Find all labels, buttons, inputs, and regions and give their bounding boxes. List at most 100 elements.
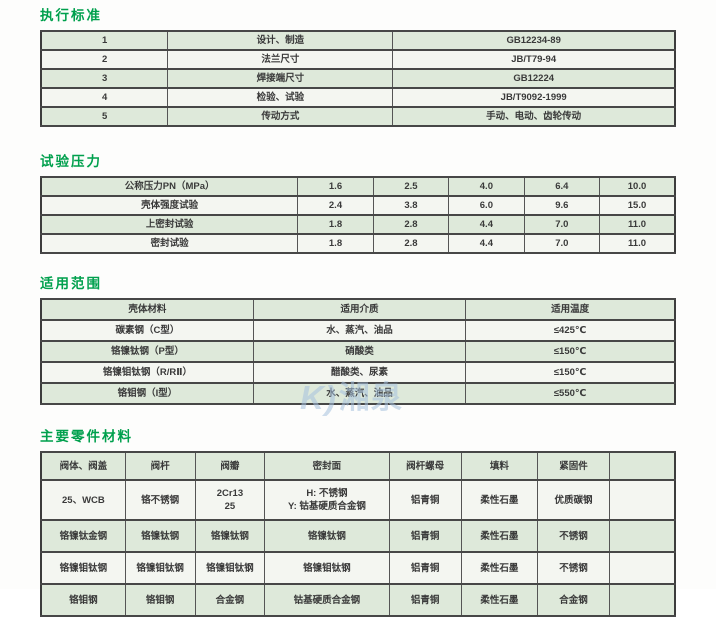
table-cell: GB12234-89 <box>392 30 676 51</box>
table-row: 铬镍钼钛钢 铬镍钼钛钢 铬镍钼钛钢 铬镍钼钛钢 铝青铜 柔性石墨 不锈钢 <box>40 551 676 585</box>
table-cell: 公称压力PN（MPa） <box>40 176 299 197</box>
table-cell: 碳素钢（C型） <box>40 319 254 342</box>
table-row: 碳素钢（C型） 水、蒸汽、油品 ≤425℃ <box>40 319 676 342</box>
table-cell: 铬镍钛金钢 <box>40 519 126 553</box>
table-cell: 铬镍钼钛钢（R/RⅡ） <box>40 361 254 384</box>
table-cell: 水、蒸汽、油品 <box>252 319 467 342</box>
table-cell: 11.0 <box>599 214 676 235</box>
table-cell: 4.4 <box>448 214 525 235</box>
table-cell: 传动方式 <box>167 106 394 127</box>
table-cell: 10.0 <box>599 176 676 197</box>
table-cell: 上密封试验 <box>40 214 299 235</box>
table-header-row: 阀体、阀盖 阀杆 阀瓣 密封面 阀杆螺母 填料 紧固件 <box>40 451 676 481</box>
table-cell: 1.8 <box>297 233 374 254</box>
table-cell: 铬镍钛钢（P型） <box>40 340 254 363</box>
table-cell <box>609 519 676 553</box>
test-pressure-table: 公称压力PN（MPa） 1.6 2.5 4.0 6.4 10.0 壳体强度试验 2.4 3.8 6… <box>40 176 676 254</box>
table-row: 密封试验 1.8 2.8 4.4 7.0 11.0 <box>40 233 676 254</box>
column-header: 阀体、阀盖 <box>40 451 126 481</box>
table-cell: 密封试验 <box>40 233 299 254</box>
table-cell: 3.8 <box>372 195 450 216</box>
table-cell: 铬镍钼钛钢 <box>264 551 390 585</box>
table-cell: 1.6 <box>297 176 374 197</box>
table-row: 3 焊接端尺寸 GB12224 <box>40 68 676 89</box>
table-cell: JB/T9092-1999 <box>392 87 676 108</box>
parts-material-table: 阀体、阀盖 阀杆 阀瓣 密封面 阀杆螺母 填料 紧固件 25、WCB 铬不锈钢 2Cr13 25 H… <box>40 451 676 617</box>
table-cell: 2.5 <box>372 176 450 197</box>
table-cell: 设计、制造 <box>167 30 394 51</box>
table-cell: GB12224 <box>392 68 676 89</box>
table-row: 铬钼钢（I型） 水、蒸汽、油品 ≤550℃ <box>40 382 676 405</box>
table-cell: 2Cr13 25 <box>194 479 266 521</box>
column-header: 填料 <box>460 451 538 481</box>
table-cell: 2.8 <box>372 233 450 254</box>
column-header: 壳体材料 <box>40 298 254 321</box>
table-cell: 法兰尺寸 <box>167 49 394 70</box>
table-row: 壳体强度试验 2.4 3.8 6.0 9.6 15.0 <box>40 195 676 216</box>
table-cell: JB/T79-94 <box>392 49 676 70</box>
table-cell <box>609 551 676 585</box>
section-title-application-range: 适用范围 <box>40 276 102 291</box>
table-cell: 柔性石墨 <box>460 479 538 521</box>
table-cell: 2 <box>40 49 169 70</box>
column-header <box>609 451 676 481</box>
table-cell: 铝青铜 <box>388 519 462 553</box>
table-cell: 6.4 <box>523 176 601 197</box>
section-title-standards: 执行标准 <box>40 8 102 23</box>
table-row: 25、WCB 铬不锈钢 2Cr13 25 H: 不锈钢 Y: 钴基硬质合金钢 铝青铜 柔性… <box>40 479 676 521</box>
table-cell: 壳体强度试验 <box>40 195 299 216</box>
table-cell: 铬不锈钢 <box>124 479 196 521</box>
table-cell: ≤550℃ <box>465 382 676 405</box>
table-cell: 铬镍钼钛钢 <box>40 551 126 585</box>
table-cell: H: 不锈钢 Y: 钴基硬质合金钢 <box>264 479 390 521</box>
table-cell: 柔性石墨 <box>460 519 538 553</box>
table-cell: 6.0 <box>448 195 525 216</box>
table-cell: 25、WCB <box>40 479 126 521</box>
table-row: 2 法兰尺寸 JB/T79-94 <box>40 49 676 70</box>
table-cell: 4.0 <box>448 176 525 197</box>
table-row: 上密封试验 1.8 2.8 4.4 7.0 11.0 <box>40 214 676 235</box>
column-header: 阀杆 <box>124 451 196 481</box>
table-header-row: 壳体材料 适用介质 适用温度 <box>40 298 676 321</box>
table-cell: 硝酸类 <box>252 340 467 363</box>
table-cell: 7.0 <box>523 233 601 254</box>
column-header: 适用介质 <box>252 298 467 321</box>
table-cell: 4.4 <box>448 233 525 254</box>
column-header: 适用温度 <box>465 298 676 321</box>
table-row: 公称压力PN（MPa） 1.6 2.5 4.0 6.4 10.0 <box>40 176 676 197</box>
table-row: 铬镍钛钢（P型） 硝酸类 ≤150℃ <box>40 340 676 363</box>
column-header: 阀杆螺母 <box>388 451 462 481</box>
standards-table: 1 设计、制造 GB12234-89 2 法兰尺寸 JB/T79-94 3 焊接端尺寸 GB12… <box>40 30 676 127</box>
table-cell: 铬钼钢（I型） <box>40 382 254 405</box>
table-cell: 检验、试验 <box>167 87 394 108</box>
table-cell: 不锈钢 <box>536 551 611 585</box>
table-cell: 柔性石墨 <box>460 551 538 585</box>
table-cell: ≤150℃ <box>465 340 676 363</box>
table-row: 铬镍钛金钢 铬镍钛钢 铬镍钛钢 铬镍钛钢 铝青铜 柔性石墨 不锈钢 <box>40 519 676 553</box>
column-header: 阀瓣 <box>194 451 266 481</box>
table-cell: 铬镍钼钛钢 <box>124 551 196 585</box>
table-cell: 醋酸类、尿素 <box>252 361 467 384</box>
page-content: 执行标准 1 设计、制造 GB12234-89 2 法兰尺寸 JB/T79-94 3 焊接端尺… <box>40 0 676 617</box>
table-cell: 铬镍钛钢 <box>194 519 266 553</box>
table-cell: 铬镍钛钢 <box>264 519 390 553</box>
table-cell: 2.4 <box>297 195 374 216</box>
table-cell: 3 <box>40 68 169 89</box>
table-cell: 铝青铜 <box>388 551 462 585</box>
table-cell: 铬镍钛钢 <box>124 519 196 553</box>
table-cell: 15.0 <box>599 195 676 216</box>
table-cell: 5 <box>40 106 169 127</box>
table-cell: 铬镍钼钛钢 <box>194 551 266 585</box>
table-cell: 手动、电动、齿轮传动 <box>392 106 676 127</box>
table-row: 5 传动方式 手动、电动、齿轮传动 <box>40 106 676 127</box>
table-cell: 优质碳钢 <box>536 479 611 521</box>
table-row: 4 检验、试验 JB/T9092-1999 <box>40 87 676 108</box>
table-cell: 不锈钢 <box>536 519 611 553</box>
table-cell: 11.0 <box>599 233 676 254</box>
table-cell: 铝青铜 <box>388 479 462 521</box>
table-cell <box>609 479 676 521</box>
table-cell: 7.0 <box>523 214 601 235</box>
table-row: 铬镍钼钛钢（R/RⅡ） 醋酸类、尿素 ≤150℃ <box>40 361 676 384</box>
table-cell: 9.6 <box>523 195 601 216</box>
table-cell: 1 <box>40 30 169 51</box>
